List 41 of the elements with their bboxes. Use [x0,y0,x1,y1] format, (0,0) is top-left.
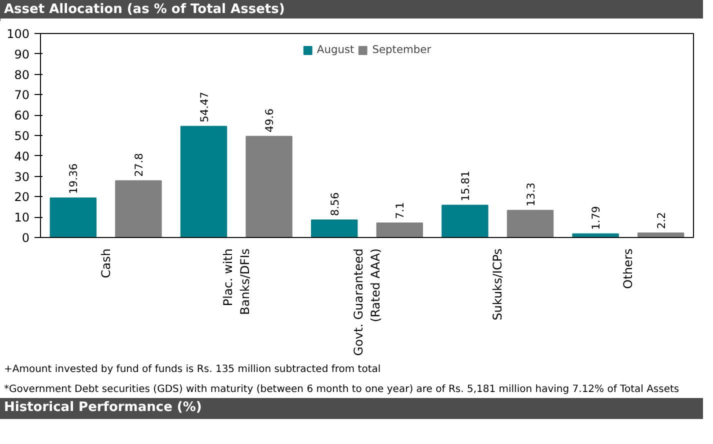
data-label: 2.2 [654,212,668,230]
data-label: 8.56 [328,192,342,216]
data-label: 27.8 [132,152,146,177]
legend-label: September [372,43,432,56]
y-tick-label: 0 [22,231,30,245]
bar [376,222,424,238]
y-tick-label: 10 [14,210,30,225]
y-tick-label: 100 [6,27,30,41]
x-tick-label: Others [621,248,636,289]
bar [50,198,97,238]
x-tick-label: Cash [98,248,113,278]
data-label: 15.81 [458,170,472,202]
data-label: 7.1 [394,202,407,220]
y-tick-label: 30 [14,170,30,184]
bar [115,180,162,238]
x-tick-label: Govt. Guaranteed (Rated AAA) [352,248,382,356]
data-label: 1.79 [590,206,603,230]
bar [180,126,228,238]
text: *Government Debt securities (GDS) with maturity (between 6 month to one year) are of Rs. 5,181 million having 7.12% of Total Assets [4,383,680,397]
data-label: 19.36 [67,163,80,194]
bar [442,204,488,238]
y-tick-label: 80 [14,68,30,82]
x-tick-label: Sukuks/ICPs [490,248,505,320]
legend-label: August [316,43,354,56]
y-tick-label: 50 [14,129,30,143]
x-tick-label: Plac. with Banks/DFIs [221,248,252,315]
text: +Amount invested by fund of funds is Rs. 135 million subtracted from total [4,363,381,377]
bar [310,220,358,238]
data-label: 54.47 [198,92,211,122]
y-tick-label: 90 [14,47,30,62]
chart-title: Asset Allocation (as % of Total Assets) [0,0,703,21]
bar [506,210,554,238]
y-tick-label: 40 [14,149,30,164]
data-label: 49.6 [263,108,276,132]
y-tick-label: 70 [14,88,30,102]
data-label: 13.3 [524,182,538,206]
bar [246,136,292,238]
text: Historical Performance (%) [0,398,703,419]
y-tick-label: 60 [14,108,30,123]
y-tick-label: 20 [14,190,30,204]
bar [637,232,684,238]
